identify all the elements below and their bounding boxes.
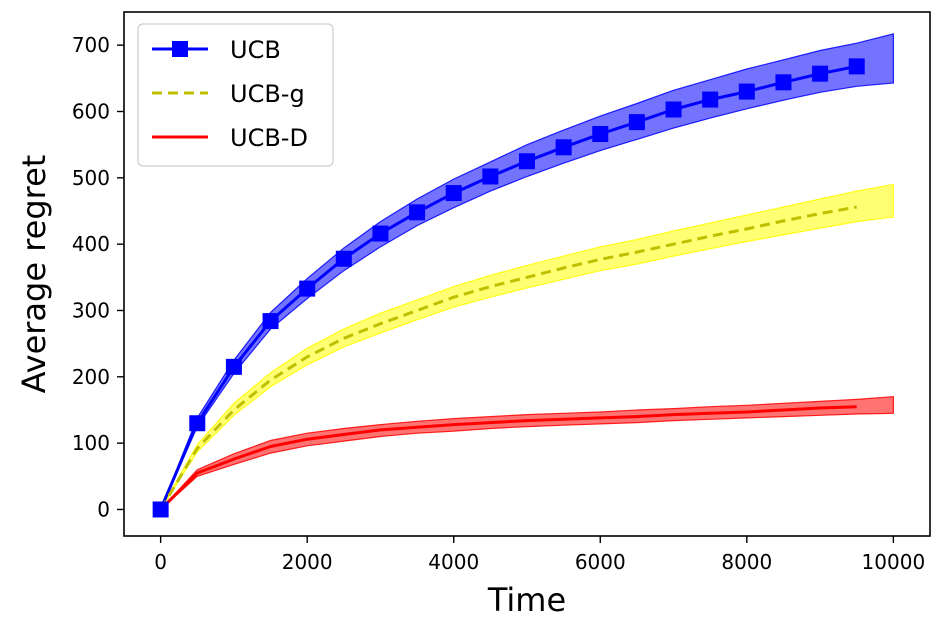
x-tick-label: 2000 (282, 550, 333, 574)
ucb-point (665, 101, 682, 118)
ucb-point (372, 225, 389, 242)
legend: UCB UCB-g UCB-D (137, 23, 334, 167)
ucb-g-confidence-band (160, 183, 894, 510)
legend-ucb-label: UCB (230, 36, 281, 64)
x-tick-label: 6000 (575, 550, 626, 574)
ucb-d-line (159, 405, 857, 511)
legend-box (137, 23, 334, 167)
x-axis-label: Time (487, 581, 566, 619)
ucb-point (592, 126, 609, 143)
ucb-point (482, 168, 499, 185)
x-tick-label: 10000 (862, 550, 926, 574)
y-tick-label: 500 (72, 166, 110, 190)
y-axis-ticks: 0 100 200 300 400 500 600 700 (72, 33, 124, 521)
ucb-point (262, 313, 279, 330)
ucb-point (702, 91, 719, 108)
y-tick-label: 400 (72, 232, 110, 256)
ucb-g-line (159, 205, 857, 511)
y-tick-label: 700 (72, 33, 110, 57)
ucb-point (299, 280, 316, 297)
ucb-point (775, 74, 792, 91)
ucb-point (738, 83, 755, 100)
plot-frame (123, 11, 931, 537)
ucb-point (812, 65, 829, 82)
x-tick-label: 4000 (428, 550, 479, 574)
ucb-point (848, 58, 865, 75)
ucb-point (225, 358, 242, 375)
ucb-point (152, 501, 169, 518)
legend-ucb-g-label: UCB-g (230, 80, 305, 108)
ucb-point (628, 114, 645, 131)
y-tick-label: 600 (72, 99, 110, 123)
ucb-point (555, 139, 572, 156)
ucb-point (409, 204, 426, 221)
ucb-point (519, 153, 535, 170)
y-tick-label: 0 (97, 497, 110, 521)
x-tick-label: 0 (154, 550, 167, 574)
ucb-d-confidence-band (160, 396, 894, 510)
y-axis-label: Average regret (15, 155, 53, 394)
series-markers (152, 58, 865, 518)
x-tick-label: 8000 (721, 550, 772, 574)
ucb-point (335, 250, 352, 267)
y-tick-label: 100 (72, 431, 110, 455)
ucb-point (445, 185, 462, 202)
legend-ucb-marker (172, 41, 188, 57)
legend-ucb-d-label: UCB-D (230, 124, 308, 152)
y-tick-label: 300 (72, 298, 110, 322)
x-axis-ticks: 0 2000 4000 6000 8000 10000 (154, 536, 925, 574)
y-tick-label: 200 (72, 365, 110, 389)
ucb-point (189, 415, 206, 432)
